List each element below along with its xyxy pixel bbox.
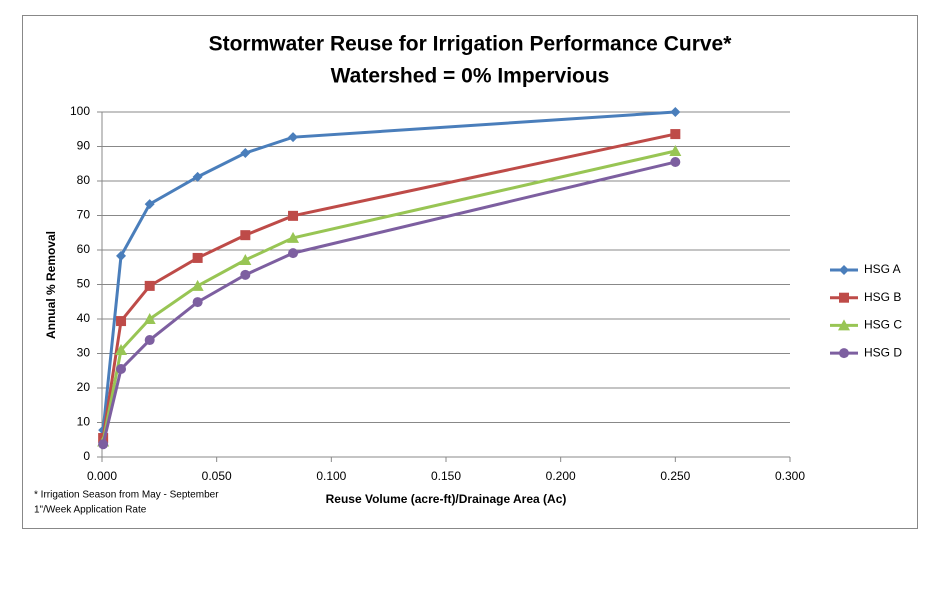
legend-label: HSG B (864, 290, 901, 304)
y-tick-label: 90 (77, 139, 91, 153)
marker (192, 297, 203, 308)
marker (116, 316, 127, 327)
x-tick-label: 0.000 (87, 469, 117, 483)
x-tick-label: 0.250 (660, 469, 690, 483)
marker (240, 230, 251, 241)
footnote: 1"/Week Application Rate (34, 505, 147, 516)
marker (240, 148, 251, 159)
marker (670, 157, 681, 168)
chart-frame (22, 15, 918, 529)
marker (192, 252, 203, 263)
marker (98, 439, 109, 450)
marker (116, 250, 127, 261)
chart-title: Stormwater Reuse for Irrigation Performa… (209, 33, 733, 56)
y-tick-label: 80 (77, 173, 91, 187)
marker (288, 132, 299, 143)
legend-label: HSG C (864, 318, 902, 332)
x-tick-label: 0.100 (316, 469, 346, 483)
legend-marker (839, 265, 849, 275)
legend-marker (839, 292, 849, 303)
y-tick-label: 100 (70, 104, 90, 118)
legend-label: HSG D (864, 345, 902, 359)
x-tick-label: 0.300 (775, 469, 805, 483)
x-tick-label: 0.150 (431, 469, 461, 483)
y-tick-label: 0 (83, 449, 90, 463)
y-tick-label: 40 (77, 311, 91, 325)
marker (192, 171, 203, 182)
marker (144, 199, 155, 210)
footnote: * Irrigation Season from May - September (34, 490, 219, 501)
marker (288, 248, 299, 259)
marker (144, 335, 155, 346)
marker (670, 107, 681, 117)
marker (143, 313, 156, 324)
y-tick-label: 10 (77, 415, 91, 429)
x-axis-label: Reuse Volume (acre-ft)/Drainage Area (Ac… (326, 492, 567, 506)
y-tick-label: 30 (77, 346, 91, 360)
y-axis-label: Annual % Removal (44, 231, 58, 339)
y-tick-label: 70 (77, 208, 91, 222)
marker (288, 210, 299, 221)
marker (670, 129, 681, 140)
marker (144, 280, 155, 291)
y-tick-label: 50 (77, 277, 91, 291)
marker (240, 269, 251, 280)
marker (115, 344, 128, 356)
marker (116, 364, 127, 375)
marker (669, 144, 682, 156)
legend-label: HSG A (864, 262, 901, 276)
legend-marker (838, 319, 850, 331)
chart-subtitle: Watershed = 0% Impervious (331, 65, 610, 88)
marker (239, 254, 252, 266)
y-tick-label: 20 (77, 380, 91, 394)
y-tick-label: 60 (77, 242, 91, 256)
marker (287, 231, 300, 243)
marker (191, 279, 204, 291)
x-tick-label: 0.200 (546, 469, 576, 483)
legend-marker (839, 348, 849, 359)
x-tick-label: 0.050 (202, 469, 232, 483)
